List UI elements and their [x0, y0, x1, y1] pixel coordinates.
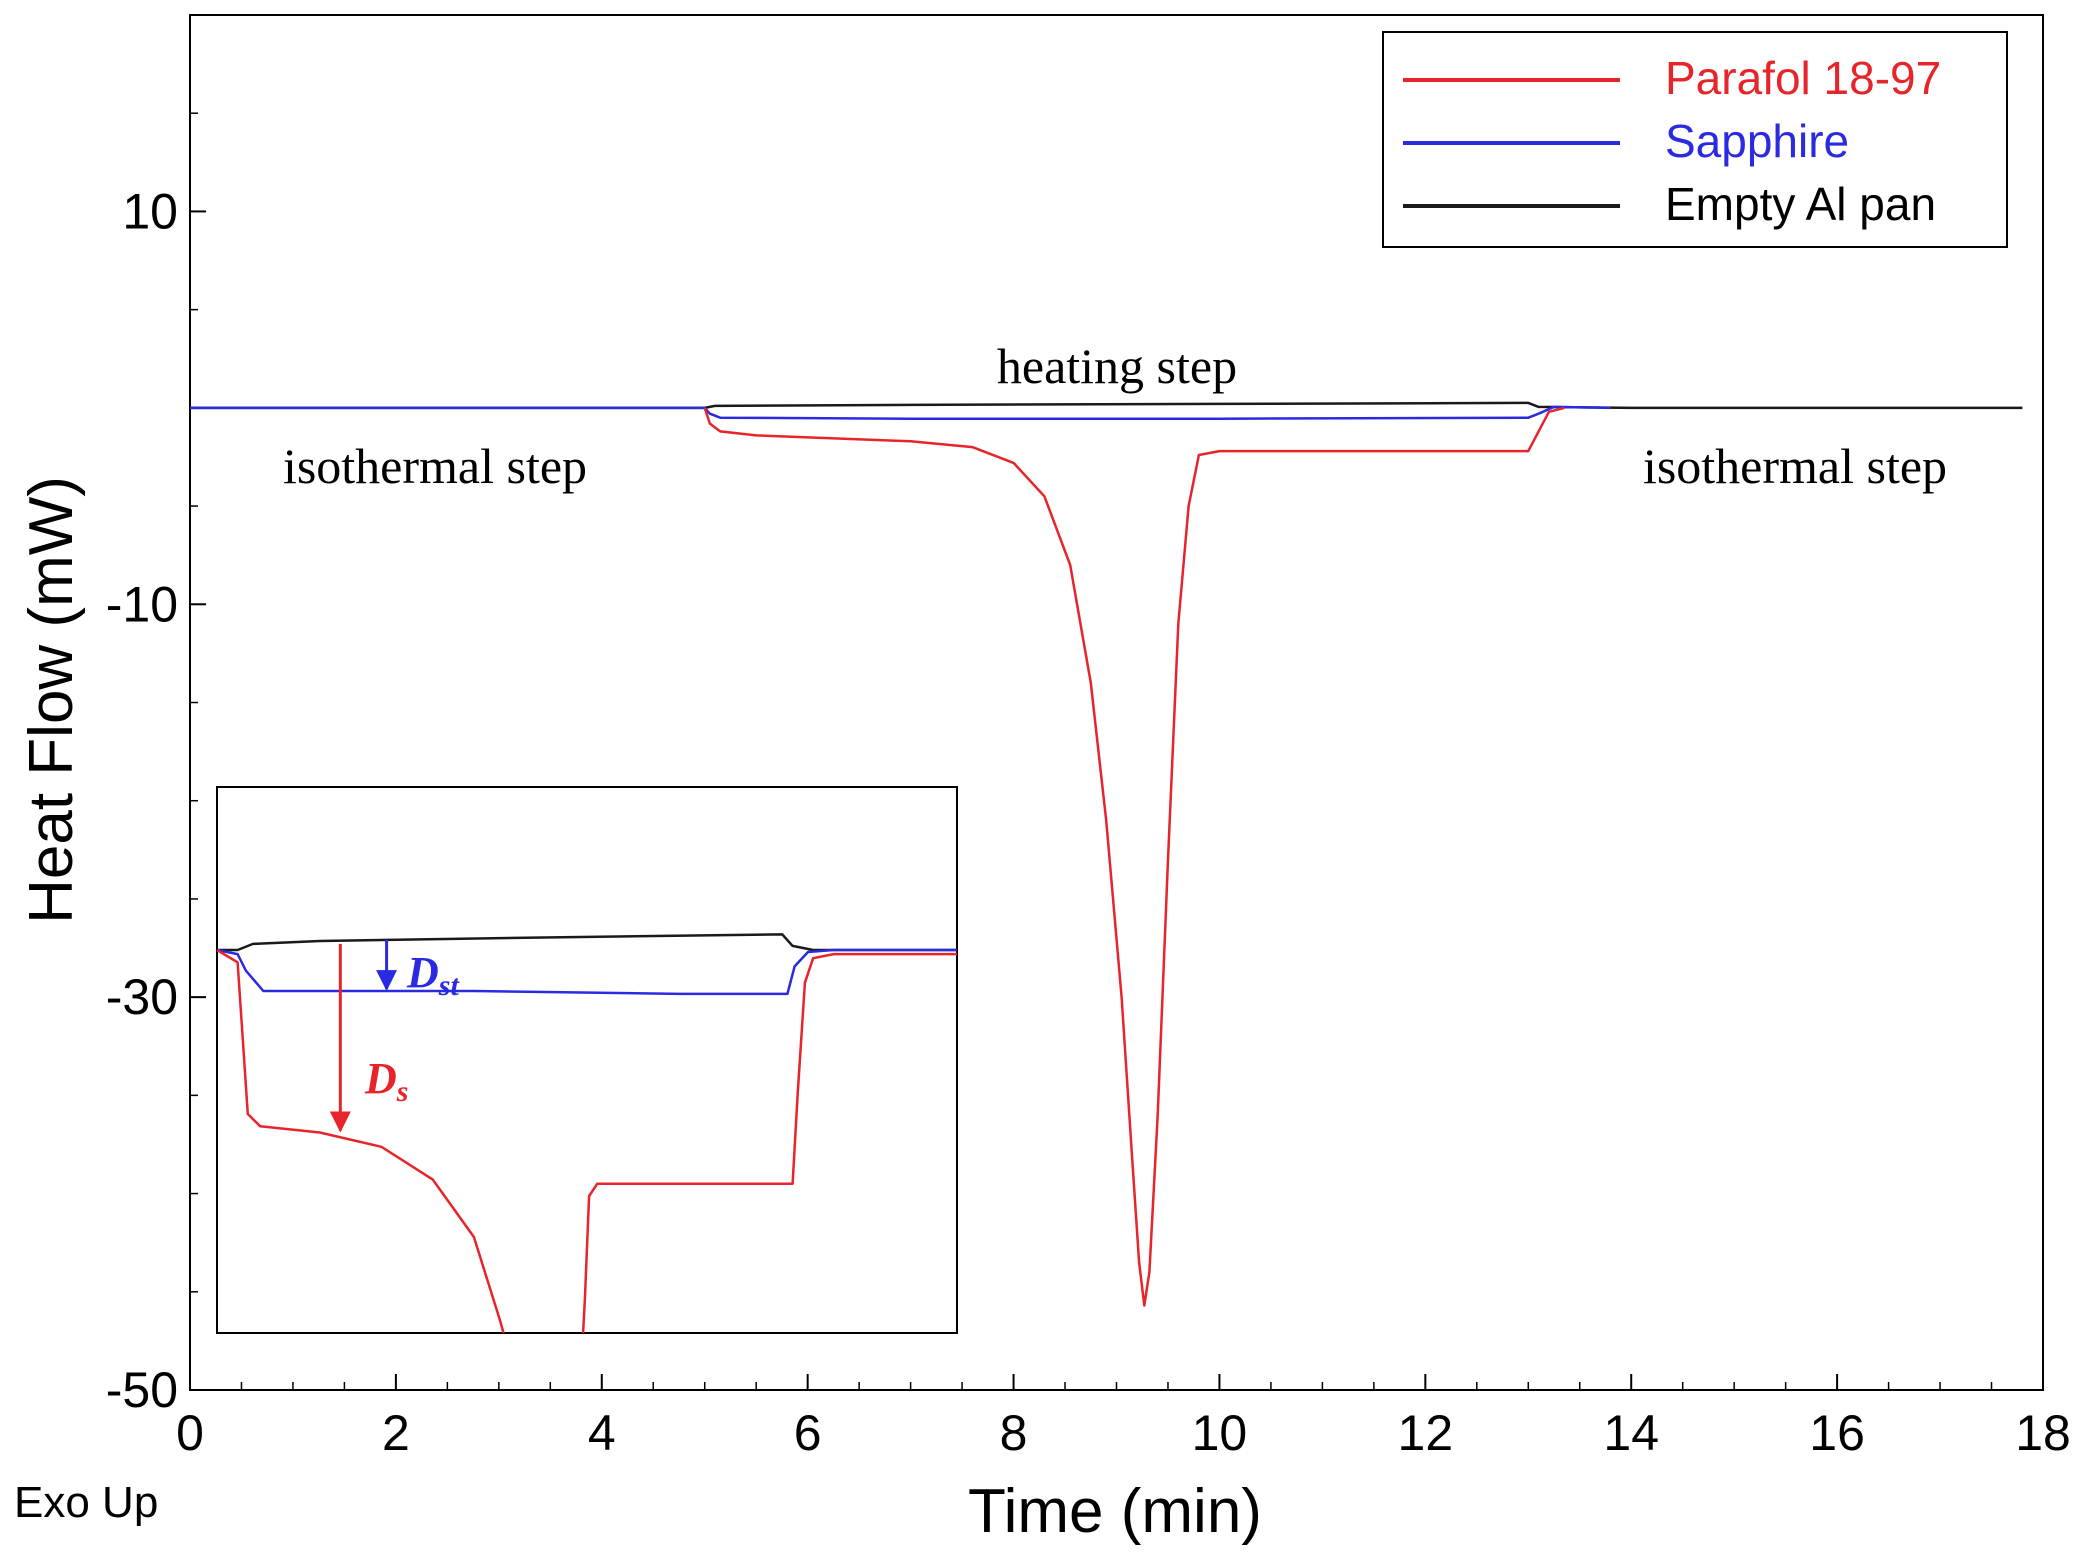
isothermal-step-left-label: isothermal step [283, 438, 587, 494]
y-tick-label: 10 [122, 183, 178, 239]
series-line-sapphire [190, 405, 1611, 420]
x-tick-label: 4 [588, 1405, 616, 1461]
x-tick-label: 16 [1809, 1405, 1865, 1461]
x-tick-label: 6 [794, 1405, 822, 1461]
dst-label-main: D [406, 948, 439, 997]
ds-label-sub: s [396, 1075, 409, 1108]
dst-label-sub: st [438, 969, 461, 1002]
isothermal-step-right-label: isothermal step [1643, 438, 1947, 494]
legend-box [1382, 31, 2008, 248]
dst-label: Dst [406, 948, 460, 1002]
y-tick-label: -30 [106, 969, 178, 1025]
legend-label-parafol: Parafol 18-97 [1665, 52, 1941, 104]
x-tick-label: 2 [382, 1405, 410, 1461]
inset-chart: Dst Ds [216, 786, 958, 1334]
inset-series-line-empty-al-pan [217, 933, 957, 952]
y-axis-label: Heat Flow (mW) [17, 476, 86, 924]
x-tick-label: 12 [1398, 1405, 1454, 1461]
y-tick-label: -10 [106, 576, 178, 632]
inset-series-group [217, 933, 957, 1333]
x-tick-label: 0 [176, 1405, 204, 1461]
inset-series-line-parafol-18-97 [217, 948, 957, 1333]
x-tick-label: 8 [1000, 1405, 1028, 1461]
exo-up-label: Exo Up [14, 1478, 158, 1527]
y-tick-label: -50 [106, 1362, 178, 1418]
legend: Parafol 18-97 Sapphire Empty Al pan [1382, 31, 2008, 248]
y-axis-ticks: 10 -10 -30 -50 [106, 112, 206, 1418]
inset-arrows-group [329, 939, 398, 1133]
main-series-group [190, 401, 2023, 1307]
x-axis-ticks: 0 2 4 6 8 10 12 14 16 18 [176, 1374, 2071, 1461]
x-tick-label: 18 [2015, 1405, 2071, 1461]
x-axis-label: Time (min) [968, 1477, 1262, 1546]
legend-label-sapphire: Sapphire [1665, 115, 1849, 167]
ds-label: Ds [364, 1054, 408, 1108]
x-tick-label: 10 [1192, 1405, 1248, 1461]
legend-label-empty-pan: Empty Al pan [1665, 178, 1936, 230]
series-line-parafol-18-97 [703, 406, 1565, 1307]
x-tick-label: 14 [1603, 1405, 1659, 1461]
inset-series-line-sapphire [217, 948, 957, 996]
ds-label-main: D [364, 1054, 397, 1103]
heating-step-label: heating step [997, 338, 1237, 394]
